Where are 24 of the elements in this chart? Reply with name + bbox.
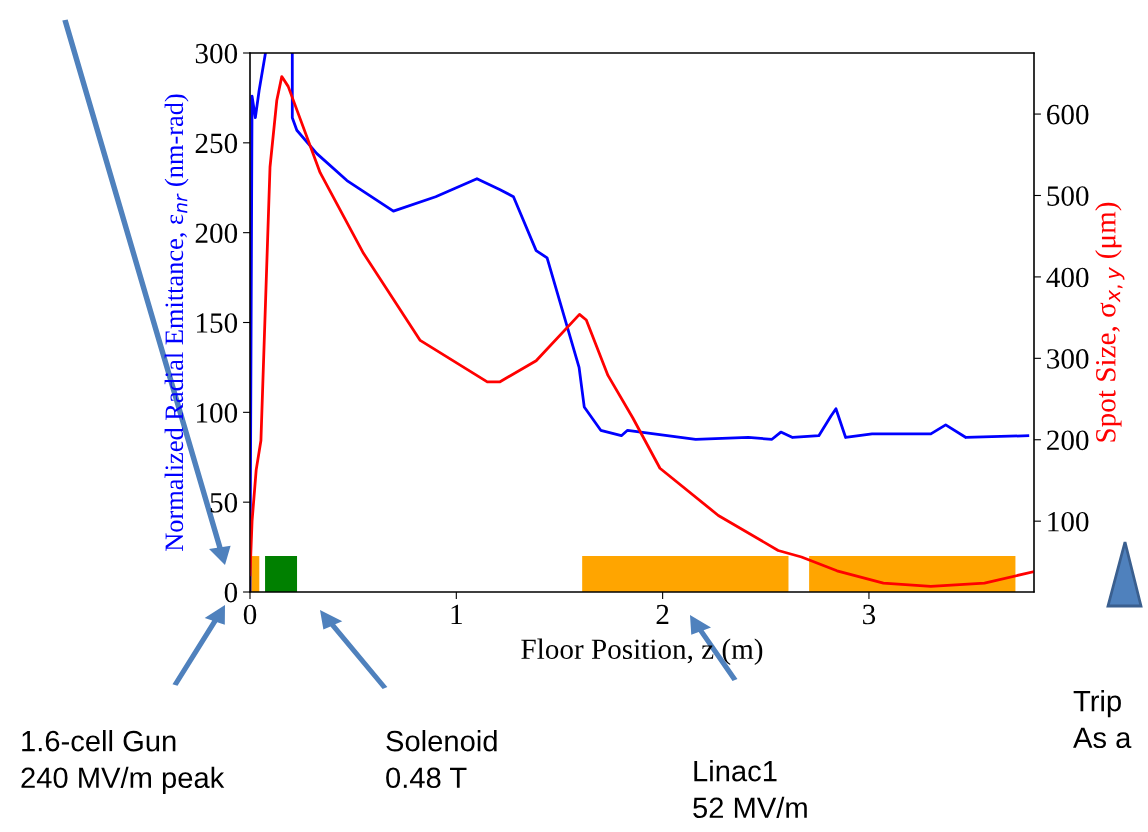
y-tick-label: 50	[210, 492, 238, 513]
y2-tick-label: 300	[1047, 349, 1089, 369]
x-tick-label: 2	[656, 604, 669, 625]
x-tick-label: 3	[863, 604, 876, 625]
y2-tick-label: 400	[1046, 267, 1089, 288]
text: 1.6-cell Gun 240 MV/m peak	[21, 730, 225, 794]
y2-tick-label: 100	[1048, 511, 1089, 532]
y-tick-label: 0	[224, 582, 238, 603]
text: Solenoid 0.48 T	[386, 730, 497, 789]
y2-tick-label: 600	[1047, 104, 1089, 125]
x-axis-title: Floor Position, z (m)	[521, 638, 763, 666]
text: Linac1 52 MV/m	[693, 760, 807, 819]
y-tick-label: 150	[197, 313, 238, 333]
x-tick-label: 0	[243, 604, 257, 625]
y-tick-label: 250	[195, 133, 238, 154]
y-tick-label: 200	[195, 223, 238, 244]
y2-axis-title: Spot Size, σ$_{x,y}$ (μm)	[1095, 202, 1125, 442]
y-tick-label: 100	[197, 403, 238, 423]
y-tick-label: 300	[195, 43, 238, 64]
text: Trip As a	[1073, 690, 1132, 749]
y2-tick-label: 500	[1047, 186, 1089, 206]
y-axis-title: Normalized Radial Emittance, ε$_{nr}$ (nm-rad)	[164, 94, 189, 552]
x-tick-label: 1	[451, 604, 462, 625]
y2-tick-label: 200	[1047, 430, 1089, 451]
